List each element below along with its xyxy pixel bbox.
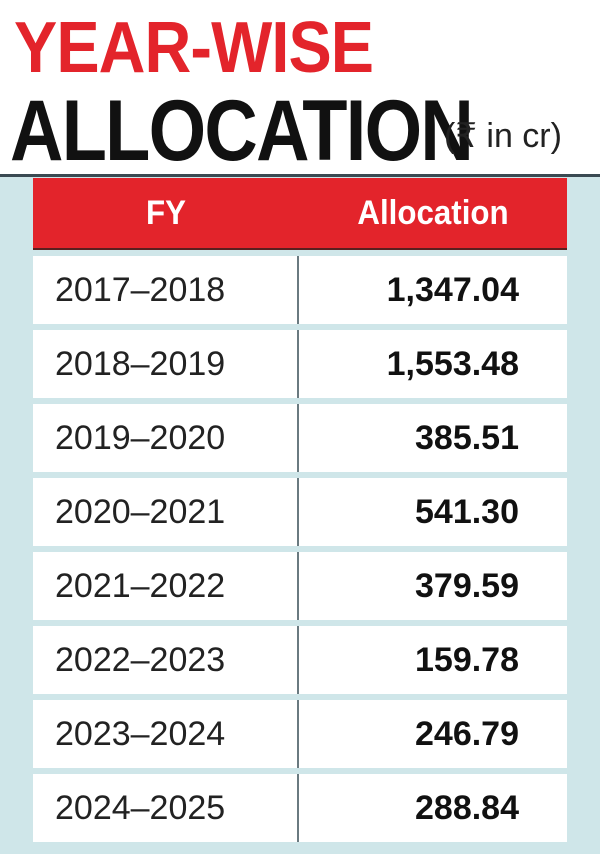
allocation-cell: 385.51 (415, 418, 519, 457)
table-row: 2024–2025 288.84 (33, 774, 567, 842)
table-header: FY Allocation (33, 178, 567, 250)
fy-cell: 2023–2024 (33, 700, 299, 768)
header-fy: FY (146, 193, 186, 232)
fy-cell: 2022–2023 (33, 626, 299, 694)
header-allocation: Allocation (357, 193, 509, 232)
allocation-cell: 159.78 (415, 640, 519, 679)
table-row: 2021–2022 379.59 (33, 552, 567, 620)
allocation-cell: 1,553.48 (386, 344, 519, 383)
table-body: 2017–2018 1,347.04 2018–2019 1,553.48 2019–2… (33, 256, 567, 842)
table-row: 2018–2019 1,553.48 (33, 330, 567, 398)
fy-cell: 2020–2021 (33, 478, 299, 546)
allocation-cell: 379.59 (415, 566, 519, 605)
fy-cell: 2021–2022 (33, 552, 299, 620)
table-row: 2020–2021 541.30 (33, 478, 567, 546)
allocation-cell: 1,347.04 (386, 270, 519, 309)
table-row: 2022–2023 159.78 (33, 626, 567, 694)
allocation-cell: 288.84 (415, 788, 519, 827)
chart-title-line-2: ALLOCATION (10, 83, 474, 179)
allocation-cell: 541.30 (415, 492, 519, 531)
chart-title-line-1: YEAR-WISE (14, 8, 374, 88)
allocation-table: FY Allocation 2017–2018 1,347.04 2018–2019… (33, 178, 567, 842)
fy-cell: 2018–2019 (33, 330, 299, 398)
fy-cell: 2024–2025 (33, 774, 299, 842)
table-row: 2023–2024 246.79 (33, 700, 567, 768)
table-row: 2017–2018 1,347.04 (33, 256, 567, 324)
table-row: 2019–2020 385.51 (33, 404, 567, 472)
allocation-cell: 246.79 (415, 714, 519, 753)
fy-cell: 2019–2020 (33, 404, 299, 472)
fy-cell: 2017–2018 (33, 256, 299, 324)
unit-label: (₹ in cr) (444, 117, 562, 155)
